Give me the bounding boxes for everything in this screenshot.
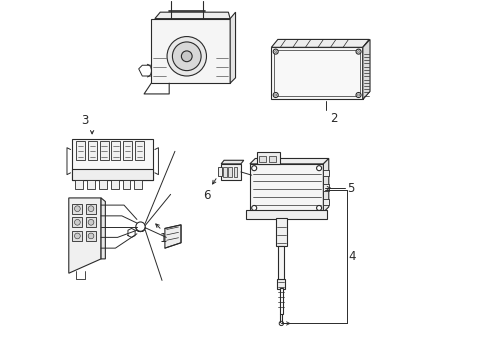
Bar xyxy=(72,169,153,180)
Circle shape xyxy=(279,321,283,325)
Circle shape xyxy=(172,42,201,71)
Polygon shape xyxy=(101,198,105,259)
Bar xyxy=(72,231,82,241)
Bar xyxy=(322,170,328,176)
Text: 6: 6 xyxy=(203,189,210,202)
Circle shape xyxy=(274,94,276,96)
Polygon shape xyxy=(230,12,235,83)
Circle shape xyxy=(181,51,192,62)
Bar xyxy=(122,180,130,189)
Bar xyxy=(223,167,226,177)
Circle shape xyxy=(316,166,321,171)
Circle shape xyxy=(355,49,360,54)
Circle shape xyxy=(88,233,94,239)
Polygon shape xyxy=(249,158,328,164)
Bar xyxy=(246,211,326,220)
Circle shape xyxy=(88,220,94,225)
Bar xyxy=(228,167,231,177)
Bar xyxy=(123,140,132,160)
Circle shape xyxy=(251,206,256,211)
Bar xyxy=(86,204,96,214)
Text: 5: 5 xyxy=(346,181,353,194)
Bar xyxy=(278,246,284,280)
Bar xyxy=(99,180,106,189)
Polygon shape xyxy=(362,40,369,99)
Bar xyxy=(279,288,283,315)
Bar xyxy=(110,180,119,189)
Circle shape xyxy=(355,93,360,98)
Circle shape xyxy=(74,206,80,212)
Circle shape xyxy=(251,166,256,171)
Bar xyxy=(322,199,328,205)
Polygon shape xyxy=(271,40,368,47)
Bar xyxy=(135,140,144,160)
Circle shape xyxy=(74,233,80,239)
Circle shape xyxy=(74,220,80,225)
Circle shape xyxy=(273,49,278,54)
Circle shape xyxy=(316,206,321,211)
Polygon shape xyxy=(362,40,368,99)
Text: 1: 1 xyxy=(160,232,167,246)
Polygon shape xyxy=(69,198,101,273)
Bar xyxy=(86,231,96,241)
Bar xyxy=(275,219,286,246)
Polygon shape xyxy=(323,158,328,212)
Polygon shape xyxy=(72,139,153,180)
Circle shape xyxy=(273,93,278,98)
Polygon shape xyxy=(221,160,244,164)
Circle shape xyxy=(136,222,145,231)
Polygon shape xyxy=(221,164,241,180)
Polygon shape xyxy=(164,225,181,248)
Bar xyxy=(322,184,328,191)
Bar xyxy=(257,152,280,164)
Bar xyxy=(233,167,237,177)
Bar xyxy=(134,180,142,189)
Circle shape xyxy=(167,37,206,76)
Circle shape xyxy=(88,206,94,212)
Text: 4: 4 xyxy=(348,250,355,263)
Bar xyxy=(111,140,120,160)
Text: 3: 3 xyxy=(81,114,88,127)
Bar xyxy=(274,50,359,96)
Bar xyxy=(75,180,83,189)
Bar xyxy=(258,156,265,162)
Text: 2: 2 xyxy=(329,112,337,125)
Bar xyxy=(100,140,108,160)
Bar xyxy=(87,180,95,189)
Polygon shape xyxy=(271,47,362,99)
Bar xyxy=(268,156,276,162)
Circle shape xyxy=(357,50,359,53)
Polygon shape xyxy=(155,12,230,19)
Bar xyxy=(277,279,285,289)
Bar xyxy=(76,140,85,160)
Bar xyxy=(72,217,82,227)
Bar xyxy=(72,204,82,214)
Circle shape xyxy=(274,50,276,53)
Polygon shape xyxy=(249,164,323,212)
Circle shape xyxy=(357,94,359,96)
Bar xyxy=(86,217,96,227)
Bar xyxy=(88,140,97,160)
Bar xyxy=(218,167,222,176)
Polygon shape xyxy=(151,19,230,83)
